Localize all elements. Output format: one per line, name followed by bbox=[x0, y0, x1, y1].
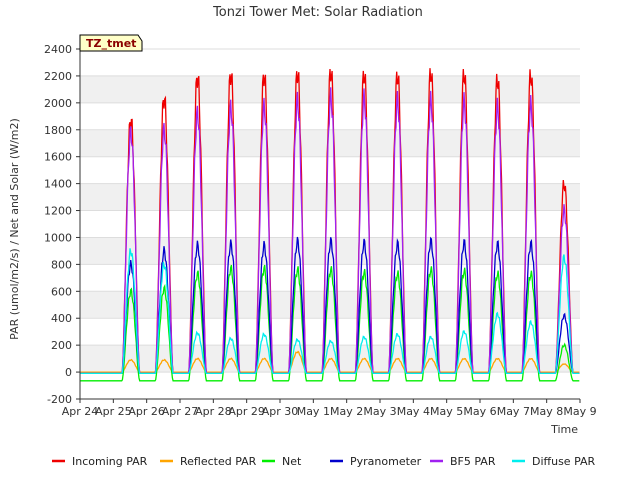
y-tick-label: 400 bbox=[51, 312, 72, 325]
x-tick-label: May 1 bbox=[297, 405, 330, 418]
x-tick-label: May 5 bbox=[430, 405, 463, 418]
x-tick-label: Apr 30 bbox=[262, 405, 299, 418]
y-tick-label: 0 bbox=[65, 366, 72, 379]
legend-label: Incoming PAR bbox=[72, 455, 148, 468]
x-tick-label: Apr 29 bbox=[228, 405, 265, 418]
x-tick-label: May 2 bbox=[330, 405, 363, 418]
x-tick-label: Apr 24 bbox=[62, 405, 99, 418]
y-tick-label: -200 bbox=[47, 393, 72, 406]
legend-label: Pyranometer bbox=[350, 455, 422, 468]
legend-item: Reflected PAR bbox=[160, 455, 257, 468]
y-tick-label: 2000 bbox=[44, 97, 72, 110]
y-tick-label: 1800 bbox=[44, 124, 72, 137]
legend-label: Diffuse PAR bbox=[532, 455, 596, 468]
legend-item: Pyranometer bbox=[330, 455, 422, 468]
x-tick-label: May 3 bbox=[363, 405, 396, 418]
x-tick-label: May 7 bbox=[497, 405, 530, 418]
y-tick-label: 1200 bbox=[44, 205, 72, 218]
y-tick-label: 1600 bbox=[44, 151, 72, 164]
legend: Incoming PAR Reflected PAR Net Pyranometer B… bbox=[52, 455, 596, 468]
legend-label: Net bbox=[282, 455, 302, 468]
x-tick-label: May 8 bbox=[530, 405, 563, 418]
legend-item: Incoming PAR bbox=[52, 455, 148, 468]
series-line-net bbox=[80, 264, 580, 382]
y-tick-label: 2400 bbox=[44, 43, 72, 56]
series-lines bbox=[80, 68, 580, 382]
y-tick-label: 200 bbox=[51, 339, 72, 352]
x-tick-label: Apr 28 bbox=[195, 405, 232, 418]
y-tick-label: 800 bbox=[51, 258, 72, 271]
series-line-incoming-par bbox=[80, 68, 580, 375]
annotation-tag-text: TZ_tmet bbox=[86, 37, 136, 50]
plot-band bbox=[80, 129, 580, 157]
series-line-pyranometer bbox=[80, 236, 580, 375]
x-tick-label: Apr 27 bbox=[162, 405, 199, 418]
plot-band bbox=[80, 183, 580, 211]
legend-label: BF5 PAR bbox=[450, 455, 496, 468]
legend-label: Reflected PAR bbox=[180, 455, 257, 468]
annotation-tag: TZ_tmet bbox=[79, 34, 143, 52]
chart-title: Tonzi Tower Met: Solar Radiation bbox=[212, 5, 423, 20]
y-tick-label: 2200 bbox=[44, 70, 72, 83]
x-tick-label: May 6 bbox=[463, 405, 496, 418]
series-line-bf5-par bbox=[80, 87, 580, 375]
plot-band bbox=[80, 291, 580, 319]
x-tick-label: May 9 bbox=[563, 405, 596, 418]
y-tick-label: 1400 bbox=[44, 178, 72, 191]
y-axis-ticks: -200 0 200 400 600 800 1000 1200 1400 1600 1800 200… bbox=[44, 43, 81, 406]
series-line-diffuse-par bbox=[80, 248, 580, 375]
x-axis-label: Time bbox=[550, 423, 578, 436]
x-tick-label: Apr 25 bbox=[95, 405, 132, 418]
legend-item: BF5 PAR bbox=[430, 455, 496, 468]
legend-item: Net bbox=[262, 455, 302, 468]
legend-item: Diffuse PAR bbox=[512, 455, 596, 468]
y-axis-label: PAR (umol/m2/s) / Net and Solar (W/m2) bbox=[8, 118, 21, 340]
y-tick-label: 600 bbox=[51, 285, 72, 298]
series-line-reflected-par bbox=[80, 350, 580, 373]
y-tick-label: 1000 bbox=[44, 231, 72, 244]
x-tick-label: Apr 26 bbox=[128, 405, 165, 418]
x-tick-label: May 4 bbox=[397, 405, 430, 418]
